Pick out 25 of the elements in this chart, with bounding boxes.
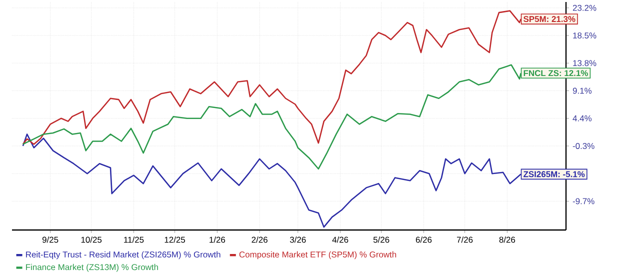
- x-tick-label: 5/26: [373, 236, 390, 243]
- x-tick-label: 4/26: [332, 236, 348, 243]
- legend-label: Reit-Eqty Trust - Resid Market (ZSI265M) % Growth: [26, 251, 220, 260]
- x-tick-label: 2/26: [252, 236, 268, 243]
- x-tick-label: 3/26: [290, 236, 306, 243]
- y-tick-label: 23.2%: [572, 4, 596, 11]
- legend-label: Composite Market ETF (SP5M) % Growth: [239, 251, 396, 260]
- x-tick-label: 9/25: [42, 236, 58, 243]
- x-tick-label: 11/25: [124, 236, 144, 243]
- annotation: ZSI265M: -5.1%: [524, 171, 585, 178]
- y-tick-label: -0.3%: [572, 142, 594, 149]
- y-tick-label: 4.4%: [572, 115, 592, 122]
- y-tick-label: 9.1%: [572, 88, 592, 94]
- x-tick-label: 12/25: [164, 236, 186, 243]
- x-tick-label: 7/26: [456, 236, 473, 243]
- y-tick-label: 18.5%: [573, 32, 596, 38]
- y-tick-label: 13.8%: [573, 60, 596, 66]
- y-tick-label: -9.7%: [572, 198, 594, 204]
- x-tick-label: 1/26: [210, 236, 226, 243]
- x-tick-label: 6/26: [416, 236, 432, 243]
- annotation: FNCL ZS: 12.1%: [524, 70, 588, 76]
- x-tick-label: 8/26: [499, 236, 516, 243]
- annotation: SP5M: 21.3%: [524, 16, 576, 22]
- x-tick-label: 10/25: [81, 236, 102, 243]
- legend-label: Finance Market (ZS13M) % Growth: [26, 264, 158, 272]
